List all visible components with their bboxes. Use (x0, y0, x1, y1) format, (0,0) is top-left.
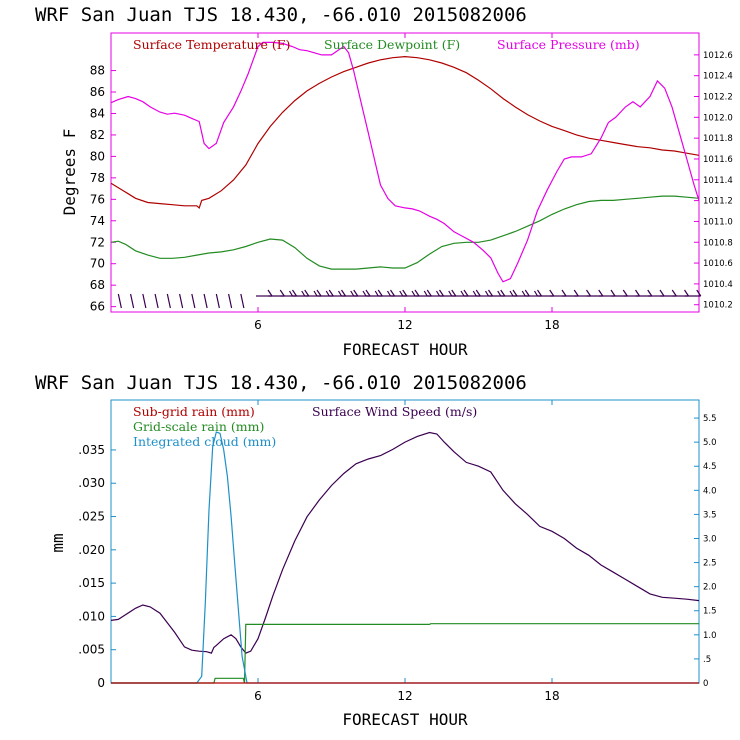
bottom-series-group (110, 431, 700, 684)
left-tick-label: 78 (90, 171, 105, 185)
top-right-axis: 1010.2 1010.4 1010.6 1010.8 1011.0 1011.2 1011… (694, 51, 733, 311)
left-tick-label: 72 (90, 235, 105, 249)
right-tick-label: 4.5 (703, 462, 717, 472)
top-x-axis: 6 12 18 (254, 33, 560, 332)
top-y-axis-label: Degrees F (60, 129, 79, 216)
right-tick-label: 1010.4 (703, 280, 733, 290)
x-tick-label: 18 (544, 318, 559, 332)
wind-barb (130, 293, 135, 309)
wind-barb (191, 293, 196, 309)
series-surface-temperature-f (110, 55, 700, 209)
right-tick-label: 1011.8 (703, 134, 733, 144)
bottom-title: WRF San Juan TJS 18.430, -66.010 2015082… (35, 372, 527, 394)
right-tick-label: 1012.4 (703, 72, 733, 82)
wind-barb (684, 289, 702, 297)
left-tick-label: 66 (90, 300, 105, 314)
left-tick-label: .035 (78, 443, 105, 457)
bottom-right-axis: 0 .5 1.0 1.5 2.0 2.5 3.0 3.5 4.0 4.5 5.0 5.5 (694, 414, 717, 689)
legend-gridscale-rain: Grid-scale rain (mm) (133, 419, 264, 434)
left-tick-label: 70 (90, 257, 105, 271)
legend-pressure: Surface Pressure (mb) (497, 37, 640, 52)
right-tick-label: 4.0 (703, 486, 717, 496)
series-surface-dewpoint-f (110, 195, 700, 270)
right-tick-label: 1011.2 (703, 197, 733, 207)
wind-barb (215, 293, 220, 309)
bottom-x-axis: 6 12 18 (254, 400, 560, 703)
x-tick-label: 18 (544, 689, 559, 703)
wind-barb (142, 293, 147, 309)
right-tick-label: 3.0 (703, 534, 717, 544)
wind-barb (166, 293, 171, 309)
right-tick-label: 1.0 (703, 631, 717, 641)
left-tick-label: 84 (90, 106, 105, 120)
legend-dewpoint: Surface Dewpoint (F) (324, 37, 460, 52)
right-tick-label: 1012.2 (703, 93, 733, 103)
wind-barb (179, 293, 184, 309)
left-tick-label: 86 (90, 85, 105, 99)
left-tick-label: 82 (90, 128, 105, 142)
wind-barb (228, 293, 233, 309)
x-tick-label: 12 (397, 689, 412, 703)
series-grid-scale-rain-mm (111, 623, 699, 684)
left-tick-label: .030 (78, 476, 105, 490)
legend-subgrid-rain: Sub-grid rain (mm) (133, 404, 255, 419)
right-tick-label: 1012.0 (703, 113, 733, 123)
left-tick-label: 74 (90, 214, 105, 228)
right-tick-label: 1.5 (703, 607, 717, 617)
left-tick-label: 88 (90, 64, 105, 78)
left-tick-label: .005 (78, 643, 105, 657)
top-series-group (110, 41, 700, 283)
top-x-axis-label: FORECAST HOUR (342, 340, 468, 359)
top-title: WRF San Juan TJS 18.430, -66.010 2015082… (35, 4, 527, 26)
right-tick-label: 5.0 (703, 438, 717, 448)
right-tick-label: 0 (703, 679, 708, 689)
top-plot-frame (110, 32, 700, 313)
left-tick-label: 68 (90, 278, 105, 292)
left-tick-label: .015 (78, 576, 105, 590)
wind-barb (203, 293, 208, 309)
wind-barb (256, 289, 273, 297)
right-tick-label: 2.0 (703, 583, 717, 593)
right-tick-label: 1012.6 (703, 51, 733, 61)
series-integrated-cloud-mm (111, 431, 699, 684)
top-panel: WRF San Juan TJS 18.430, -66.010 2015082… (35, 4, 733, 359)
left-tick-label: .010 (78, 609, 105, 623)
top-left-axis: 66 68 70 72 74 76 78 80 82 84 86 88 (90, 64, 116, 314)
x-tick-label: 6 (254, 318, 262, 332)
series-surface-pressure-mb (110, 41, 700, 283)
right-tick-label: 1011.6 (703, 155, 733, 165)
right-tick-label: 1011.0 (703, 217, 733, 227)
left-tick-label: 0 (97, 676, 105, 690)
right-tick-label: 1010.8 (703, 238, 733, 248)
right-tick-label: 5.5 (703, 414, 717, 424)
right-tick-label: 1011.4 (703, 176, 733, 186)
legend-integrated-cloud: Integrated cloud (mm) (133, 434, 276, 449)
legend-temperature: Surface Temperature (F) (133, 37, 290, 52)
bottom-left-axis: 0 .005 .010 .015 .020 .025 .030 .035 (78, 443, 116, 690)
x-tick-label: 12 (397, 318, 412, 332)
right-tick-label: 3.5 (703, 510, 717, 520)
left-tick-label: .020 (78, 543, 105, 557)
wind-barb (154, 293, 159, 309)
series-surface-wind-speed-m-s (110, 431, 700, 654)
wind-barbs (117, 289, 702, 309)
wind-barb (240, 293, 245, 309)
bottom-panel: WRF San Juan TJS 18.430, -66.010 2015082… (35, 372, 717, 729)
right-tick-label: 2.5 (703, 559, 717, 569)
bottom-x-axis-label: FORECAST HOUR (342, 710, 468, 729)
right-tick-label: 1010.2 (703, 301, 733, 311)
legend-wind-speed: Surface Wind Speed (m/s) (312, 404, 477, 419)
wind-barb (117, 293, 122, 309)
right-tick-label: .5 (703, 655, 711, 665)
left-tick-label: .025 (78, 510, 105, 524)
left-tick-label: 80 (90, 149, 105, 163)
left-tick-label: 76 (90, 192, 105, 206)
right-tick-label: 1010.6 (703, 259, 733, 269)
bottom-y-axis-label: mm (48, 533, 67, 552)
x-tick-label: 6 (254, 689, 262, 703)
